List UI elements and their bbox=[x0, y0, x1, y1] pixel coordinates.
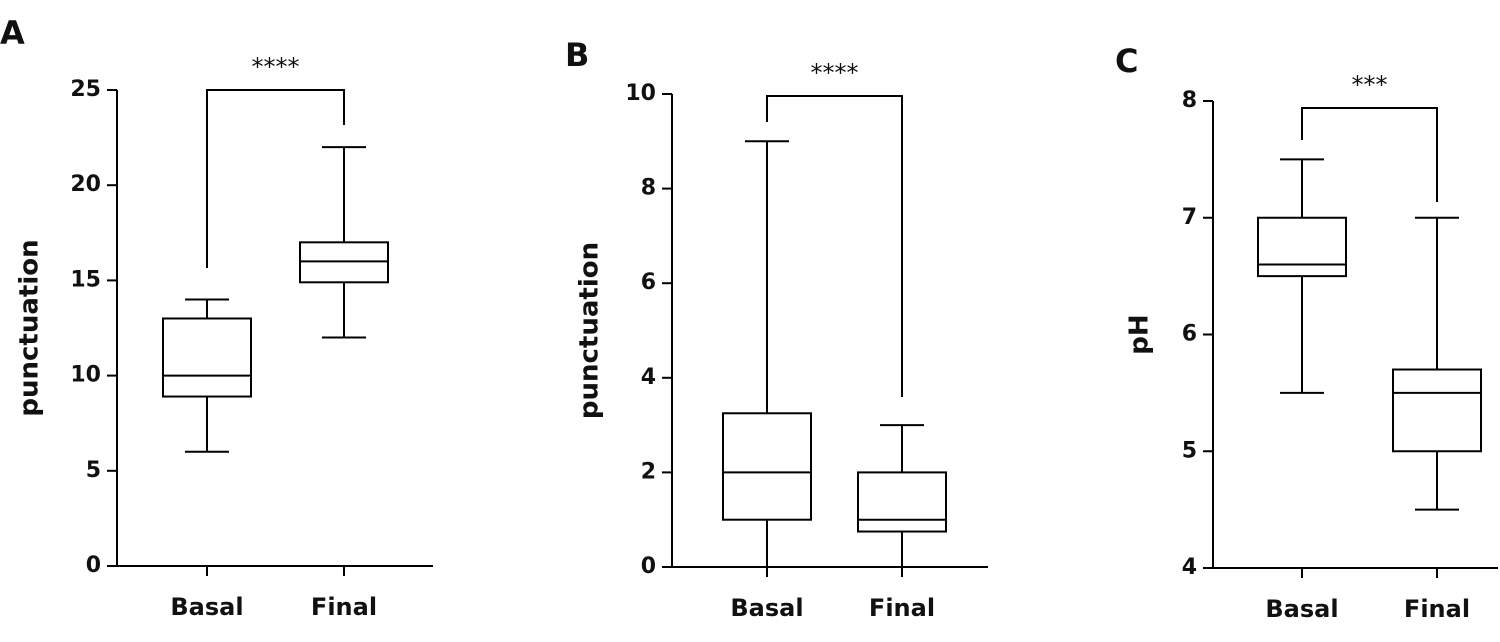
significance-bracket bbox=[206, 89, 345, 268]
x-tick-label: Final bbox=[1404, 595, 1470, 623]
panel-label: C bbox=[1115, 42, 1138, 80]
box bbox=[722, 412, 812, 521]
y-tick-label: 10 bbox=[70, 363, 101, 388]
significance-label: *** bbox=[1352, 71, 1388, 99]
x-tick-label: Final bbox=[869, 594, 935, 622]
y-tick-label: 8 bbox=[1182, 88, 1197, 113]
significance-bracket bbox=[766, 95, 903, 397]
x-tick-label: Basal bbox=[1265, 595, 1338, 623]
y-tick-label: 15 bbox=[70, 267, 101, 292]
box bbox=[1257, 216, 1347, 278]
y-tick-label: 25 bbox=[70, 77, 101, 102]
y-tick-label: 20 bbox=[70, 172, 101, 197]
y-tick-label: 2 bbox=[641, 459, 656, 484]
significance-label: **** bbox=[252, 53, 300, 81]
significance-bracket bbox=[1301, 107, 1438, 202]
box bbox=[162, 317, 252, 398]
panel-label: B bbox=[565, 36, 589, 74]
box bbox=[1392, 368, 1482, 453]
y-tick-label: 7 bbox=[1182, 205, 1197, 230]
y-tick-label: 0 bbox=[641, 554, 656, 579]
y-axis-label: punctuation bbox=[575, 242, 605, 419]
y-tick-label: 4 bbox=[1182, 555, 1197, 580]
y-axis-label: pH bbox=[1125, 314, 1155, 354]
y-tick-label: 0 bbox=[86, 553, 101, 578]
x-tick-label: Final bbox=[311, 593, 377, 621]
y-axis-label: punctuation bbox=[15, 239, 45, 416]
y-tick-label: 5 bbox=[86, 458, 101, 483]
y-tick-label: 4 bbox=[641, 365, 656, 390]
x-tick-label: Basal bbox=[170, 593, 243, 621]
significance-label: **** bbox=[811, 59, 859, 87]
box bbox=[857, 471, 947, 533]
y-tick-label: 8 bbox=[641, 176, 656, 201]
y-tick-label: 10 bbox=[625, 81, 656, 106]
panel-label: A bbox=[0, 14, 25, 52]
x-tick-label: Basal bbox=[730, 594, 803, 622]
y-tick-label: 6 bbox=[641, 270, 656, 295]
y-tick-label: 6 bbox=[1182, 322, 1197, 347]
y-tick-label: 5 bbox=[1182, 438, 1197, 463]
